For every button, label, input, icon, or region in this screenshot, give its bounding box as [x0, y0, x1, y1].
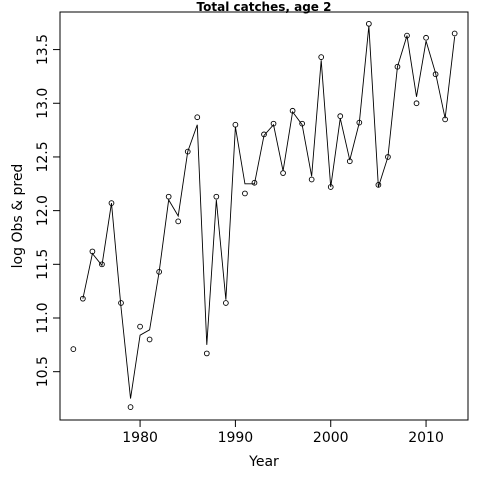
- y-tick-label: 13.5: [35, 34, 51, 65]
- observed-point: [223, 300, 229, 306]
- predicted-series: [82, 25, 456, 399]
- x-axis: 1980 1990 2000 2010: [122, 420, 444, 446]
- observed-point: [413, 100, 420, 107]
- observed-point: [346, 158, 353, 165]
- observed-point: [108, 200, 115, 206]
- observed-point: [432, 71, 439, 78]
- observed-point: [175, 218, 182, 225]
- observed-point: [146, 336, 153, 343]
- y-tick-label: 10.5: [35, 356, 51, 387]
- observed-point: [385, 154, 391, 160]
- observed-point: [70, 346, 77, 352]
- observed-point: [232, 121, 239, 128]
- observed-point: [375, 182, 382, 188]
- observed-point: [203, 350, 210, 357]
- observed-point: [318, 54, 325, 60]
- observed-point: [451, 30, 458, 37]
- y-axis-label: log Obs & pred: [10, 164, 26, 269]
- observed-point: [356, 119, 363, 126]
- plot-frame: [59, 11, 469, 421]
- y-axis: 10.5 11.0 11.5 12.0 12.5 13.0 13.5: [35, 34, 60, 387]
- observed-point: [127, 404, 134, 410]
- predicted-line: [82, 25, 456, 399]
- observed-point: [251, 179, 258, 186]
- observed-point: [270, 120, 277, 127]
- observed-point: [442, 116, 448, 123]
- y-tick-label: 12.5: [35, 141, 51, 172]
- observed-point: [213, 193, 220, 200]
- observed-point: [156, 268, 162, 275]
- observed-point: [308, 176, 315, 183]
- x-axis-label: Year: [248, 454, 279, 470]
- observed-point: [366, 20, 372, 27]
- observed-point: [118, 300, 124, 306]
- observed-point: [423, 34, 429, 41]
- y-tick-label: 11.0: [35, 302, 51, 333]
- observed-point: [194, 114, 201, 121]
- observed-point: [242, 190, 248, 197]
- observed-point: [280, 170, 286, 176]
- x-tick-label: 1990: [218, 430, 254, 446]
- y-tick-label: 13.0: [35, 88, 51, 119]
- observed-point: [89, 248, 96, 255]
- observed-point: [184, 148, 191, 155]
- chart-title: Total catches, age 2: [197, 0, 332, 14]
- observed-point: [404, 32, 410, 39]
- observed-point: [165, 193, 172, 200]
- observed-point: [80, 295, 86, 302]
- y-tick-label: 12.0: [35, 195, 51, 226]
- observed-point: [289, 107, 296, 114]
- observed-point: [137, 323, 143, 330]
- observed-point: [261, 131, 267, 138]
- observed-point: [299, 120, 305, 127]
- observed-point: [327, 184, 334, 190]
- observed-point: [394, 63, 401, 70]
- observed-series: [70, 20, 458, 410]
- observed-point: [337, 113, 344, 119]
- x-tick-label: 2010: [408, 430, 444, 446]
- y-tick-label: 11.5: [35, 249, 51, 280]
- observed-point: [99, 261, 105, 268]
- x-tick-label: 1980: [122, 430, 158, 446]
- x-tick-label: 2000: [313, 430, 349, 446]
